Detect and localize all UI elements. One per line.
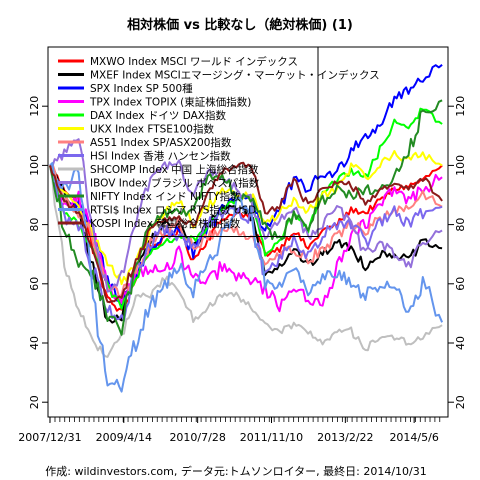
y-tick-label-left: 40 — [28, 336, 41, 350]
chart-title: 相対株価 vs 比較なし（絶対株価) (1) — [127, 17, 353, 33]
series-line-7 — [49, 162, 443, 299]
y-tick-label-left: 100 — [28, 155, 41, 176]
series-line-6 — [49, 150, 443, 286]
legend-label: SPX Index SP 500種 — [90, 82, 193, 95]
x-tick-label: 2013/2/22 — [317, 431, 373, 444]
legend-label: RTSI$ Index ロシア RTS指数 USD — [90, 204, 256, 217]
series-line-8 — [49, 165, 443, 322]
series-line-4 — [49, 164, 443, 313]
x-tick-label: 2014/5/6 — [389, 431, 438, 444]
y-tick-label-left: 80 — [28, 218, 41, 232]
legend-label: TPX Index TOPIX (東証株価指数) — [89, 96, 251, 109]
series-line-1 — [49, 164, 443, 312]
series-line-12 — [49, 162, 444, 393]
legend-label: KOSPI Index 韓国総合株価指数 — [90, 217, 241, 230]
y-tick-label-right: 80 — [454, 218, 467, 232]
legend-label: UKX Index FTSE100指数 — [90, 123, 214, 136]
legend-label: AS51 Index SP/ASX200指数 — [90, 136, 232, 149]
x-tick-label: 2010/7/28 — [169, 431, 225, 444]
legend-label: MXWO Index MSCI ワールド インデックス — [90, 55, 298, 68]
y-tick-label-right: 60 — [454, 277, 467, 291]
y-tick-label-right: 20 — [454, 395, 467, 409]
legend-label: SHCOMP Index 中国 上海総合指数 — [90, 163, 259, 176]
y-tick-label-right: 40 — [454, 336, 467, 350]
y-tick-label-right: 100 — [454, 155, 467, 176]
series-line-11 — [49, 99, 443, 336]
x-axis: 2007/12/31 2009/4/14 2010/7/28 2011/11/10 20… — [18, 417, 441, 444]
y-tick-label-right: 120 — [454, 96, 467, 117]
legend-label: NIFTY Index インド NIFTY指数 — [90, 190, 241, 203]
legend-label: HSI Index 香港 ハンセン指数 — [90, 150, 231, 163]
y-tick-label-left: 60 — [28, 277, 41, 291]
y-axis-right: 20 40 60 80 100 120 — [447, 96, 467, 409]
y-tick-label-left: 20 — [28, 395, 41, 409]
x-tick-label: 2009/4/14 — [96, 431, 152, 444]
legend-box — [47, 46, 319, 237]
chart-footnote: 作成: wildinvestors.com, データ元:トムソンロイター, 最終… — [45, 464, 426, 478]
x-tick-label: 2007/12/31 — [18, 431, 81, 444]
legend-label: MXEF Index MSCIエマージング・マーケット・インデックス — [90, 69, 380, 82]
legend-label: IBOV Index ブラジル ボベスパ指数 — [90, 177, 260, 190]
series-line-13 — [49, 161, 443, 304]
legend-label: DAX Index ドイツ DAX指数 — [90, 109, 226, 122]
x-tick-label: 2011/11/10 — [240, 431, 303, 444]
series-layer — [49, 64, 444, 393]
y-tick-label-left: 120 — [28, 96, 41, 117]
series-line-9 — [49, 165, 443, 358]
